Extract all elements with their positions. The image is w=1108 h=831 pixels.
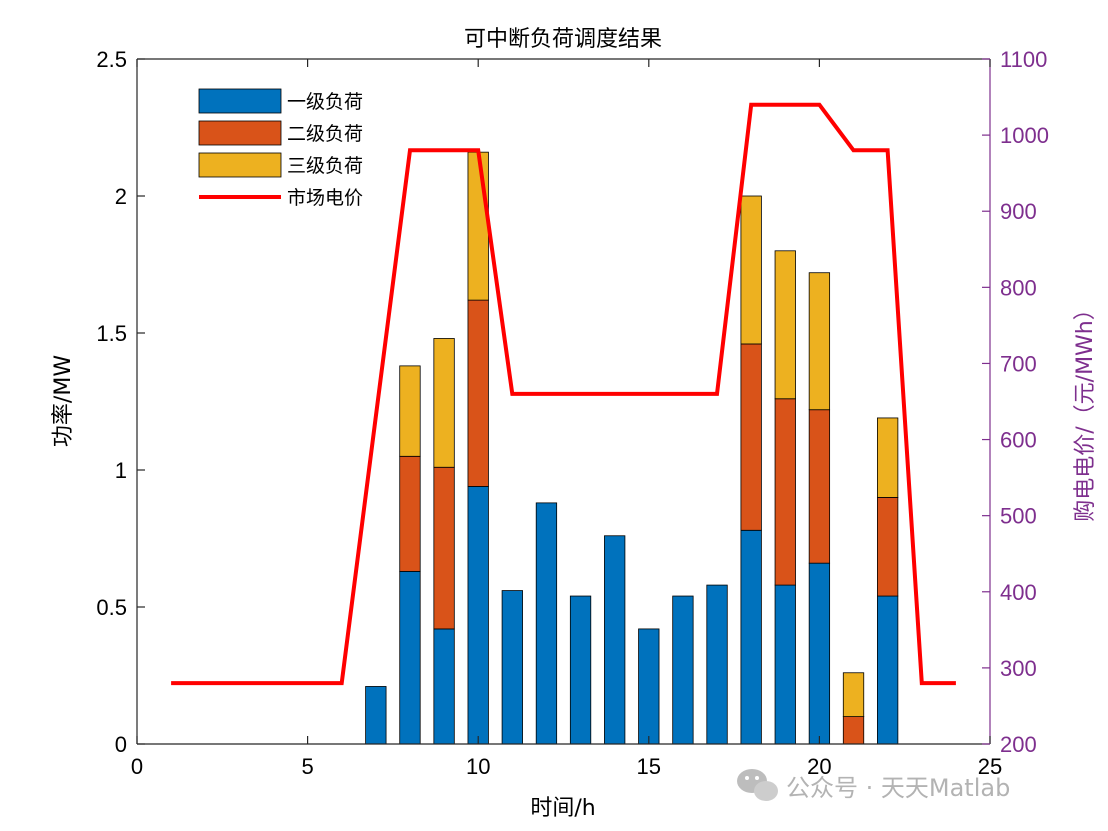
chart-title: 可中断负荷调度结果 [464, 27, 662, 52]
bar-1-14 [604, 535, 626, 745]
bar-2-18 [740, 343, 762, 531]
x-tick-label: 25 [978, 754, 1002, 779]
y-tick-label: 2 [115, 184, 127, 209]
legend-swatch [198, 152, 282, 178]
bar-1-18 [740, 529, 762, 745]
bar-2-19 [774, 398, 796, 586]
y2-tick-label: 900 [1000, 199, 1037, 224]
x-axis-label: 时间/h [530, 796, 595, 821]
y2-tick-label: 800 [1000, 275, 1037, 300]
legend-label: 市场电价 [287, 187, 363, 209]
y2-tick-label: 400 [1000, 580, 1037, 605]
bar-3-18 [740, 195, 762, 345]
bar-3-22 [877, 417, 899, 498]
bar-3-19 [774, 250, 796, 400]
y-tick-label: 1.5 [96, 321, 127, 346]
y-tick-label: 2.5 [96, 47, 127, 72]
x-tick-label: 5 [301, 754, 313, 779]
bar-3-9 [433, 338, 455, 468]
y2-tick-label: 600 [1000, 428, 1037, 453]
price-line [171, 102, 956, 686]
y-tick-label: 0 [115, 732, 127, 757]
bar-1-9 [433, 628, 455, 745]
price-line-group [171, 102, 956, 686]
bar-3-10 [467, 151, 489, 301]
bar-2-21 [842, 716, 865, 745]
bar-1-20 [808, 562, 831, 745]
y-axis-label: 功率/MW [51, 355, 76, 447]
bar-3-20 [808, 272, 831, 411]
bar-1-11 [501, 590, 523, 745]
bar-1-8 [399, 570, 421, 745]
legend-swatch [198, 120, 282, 146]
bar-3-8 [399, 365, 421, 457]
x-tick-label: 0 [131, 754, 143, 779]
x-tick-label: 20 [807, 754, 831, 779]
bar-2-8 [399, 455, 421, 572]
watermark-text: 公众号 · 天天Matlab [786, 774, 1010, 802]
bar-1-13 [569, 595, 592, 745]
bar-2-20 [808, 409, 831, 564]
y2-tick-label: 1100 [1000, 47, 1047, 72]
x-tick-label: 15 [637, 754, 661, 779]
bar-1-19 [774, 584, 796, 745]
bar-1-12 [535, 502, 558, 745]
bar-2-10 [467, 299, 489, 487]
y-tick-label: 0.5 [96, 595, 127, 620]
bar-1-16 [672, 595, 694, 745]
bar-2-9 [433, 466, 455, 630]
wechat-icon [737, 769, 778, 801]
bar-1-15 [638, 628, 660, 745]
y2-tick-label: 500 [1000, 504, 1037, 529]
legend-label: 三级负荷 [287, 155, 363, 177]
y2-tick-label: 200 [1000, 732, 1037, 757]
bar-1-7 [365, 686, 387, 745]
y2-tick-label: 300 [1000, 656, 1037, 681]
y2-axis-label: 购电电价/（元/MWh） [1073, 298, 1098, 522]
y2-ticks-group: 200 300 400 500 600 700 800 900 1000 1100 [982, 47, 1049, 757]
watermark: 公众号 · 天天Matlab [737, 769, 1010, 802]
bar-2-22 [877, 496, 899, 597]
legend-label: 二级负荷 [287, 123, 363, 145]
bar-3-21 [842, 672, 865, 718]
x-ticks-group: 0 5 10 15 20 25 [131, 59, 1002, 779]
x-tick-label: 10 [466, 754, 490, 779]
y2-tick-label: 700 [1000, 351, 1037, 376]
bar-1-22 [877, 595, 899, 745]
bars-group [365, 151, 899, 745]
bar-1-17 [706, 584, 728, 745]
legend-label: 一级负荷 [287, 91, 363, 113]
y-ticks-group: 0 0.5 1 1.5 2 2.5 [96, 47, 145, 757]
y2-tick-label: 1000 [1000, 123, 1049, 148]
y-tick-label: 1 [115, 458, 127, 483]
legend-swatch [198, 88, 282, 114]
bar-1-10 [467, 486, 489, 745]
